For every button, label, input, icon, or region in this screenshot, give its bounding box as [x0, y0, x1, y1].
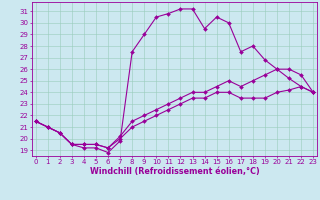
X-axis label: Windchill (Refroidissement éolien,°C): Windchill (Refroidissement éolien,°C): [90, 167, 259, 176]
